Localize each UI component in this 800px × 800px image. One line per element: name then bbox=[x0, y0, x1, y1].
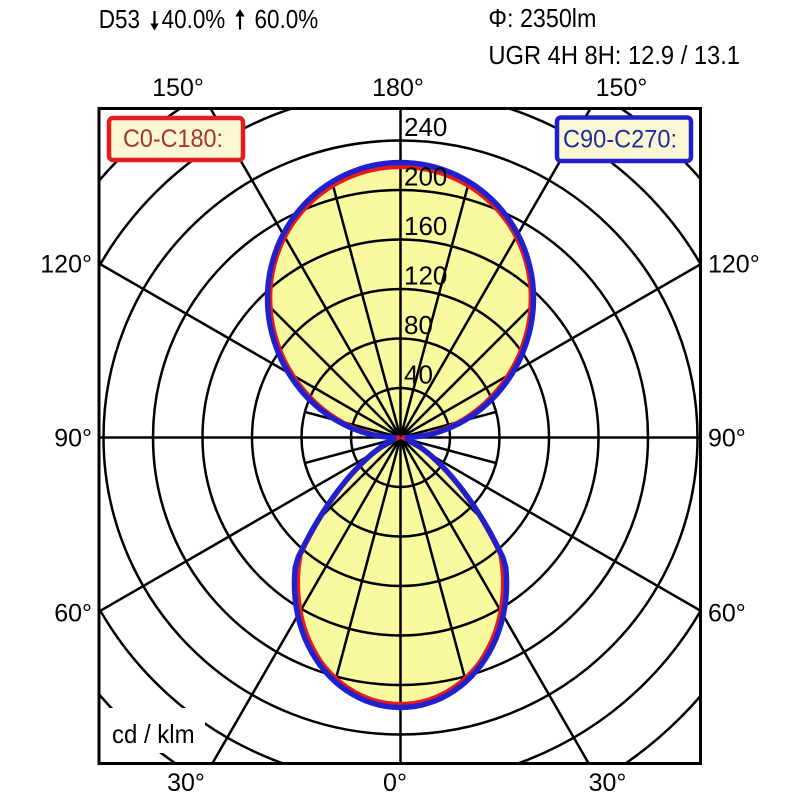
svg-text:240: 240 bbox=[404, 112, 447, 142]
svg-text:90°: 90° bbox=[708, 425, 746, 453]
svg-text:Φ: 2350lm: Φ: 2350lm bbox=[488, 3, 596, 33]
svg-text:60°: 60° bbox=[54, 599, 92, 627]
svg-text:120°: 120° bbox=[708, 251, 760, 279]
svg-text:90°: 90° bbox=[54, 425, 92, 453]
svg-text:C90-C270:: C90-C270: bbox=[563, 126, 677, 154]
svg-text:200: 200 bbox=[404, 162, 447, 192]
svg-text:0°: 0° bbox=[383, 769, 407, 797]
svg-text:30°: 30° bbox=[589, 769, 627, 797]
svg-text:D53: D53 bbox=[99, 4, 140, 34]
svg-text:80: 80 bbox=[404, 310, 433, 340]
svg-text:120: 120 bbox=[404, 261, 447, 291]
svg-text:60.0%: 60.0% bbox=[255, 4, 319, 34]
svg-text:30°: 30° bbox=[167, 769, 205, 797]
svg-text:120°: 120° bbox=[40, 251, 92, 279]
svg-text:UGR 4H 8H: 12.9 / 13.1: UGR 4H 8H: 12.9 / 13.1 bbox=[488, 40, 740, 70]
svg-text:cd / klm: cd / klm bbox=[112, 719, 195, 749]
svg-text:40.0%: 40.0% bbox=[162, 4, 226, 34]
svg-text:40: 40 bbox=[404, 360, 433, 390]
svg-text:160: 160 bbox=[404, 211, 447, 241]
svg-text:150°: 150° bbox=[152, 74, 204, 102]
svg-text:180°: 180° bbox=[372, 74, 424, 102]
svg-text:150°: 150° bbox=[596, 74, 648, 102]
svg-text:60°: 60° bbox=[708, 599, 746, 627]
svg-text:C0-C180:: C0-C180: bbox=[123, 125, 223, 153]
